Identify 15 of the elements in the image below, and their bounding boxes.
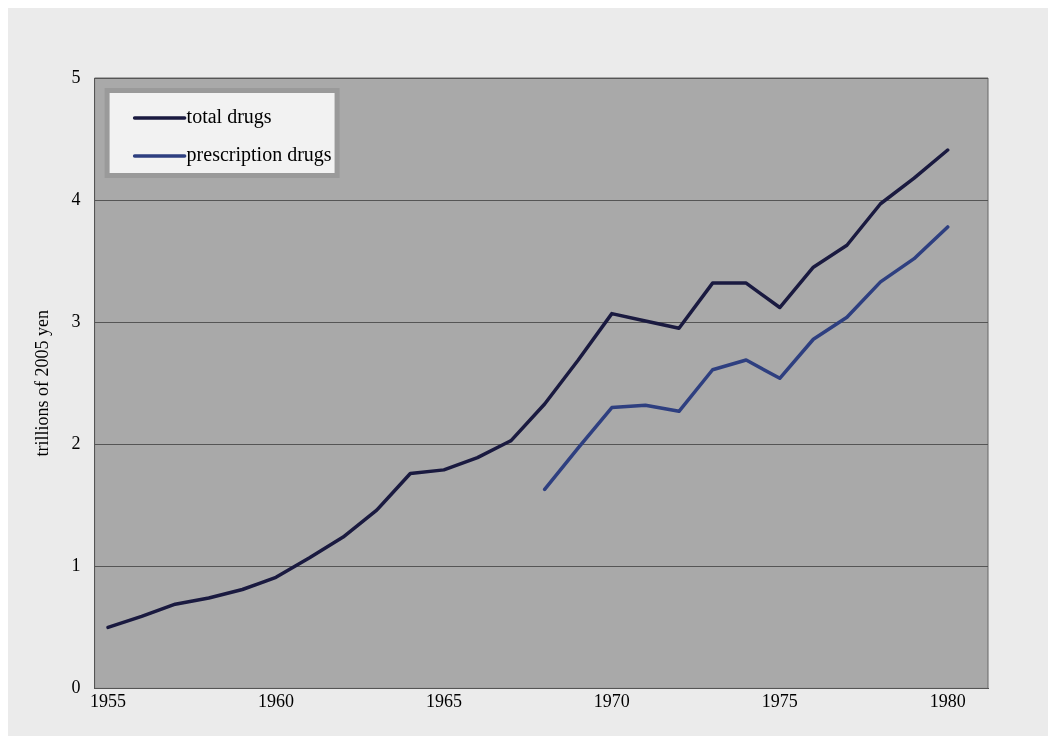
x-tick-label: 1965 xyxy=(425,690,462,711)
x-tick-label: 1980 xyxy=(929,690,966,711)
x-tick-label: 1975 xyxy=(761,690,798,711)
y-tick-label: 3 xyxy=(71,310,81,331)
x-tick-label: 1960 xyxy=(257,690,294,711)
y-tick-label: 4 xyxy=(71,188,81,209)
legend-label: total drugs xyxy=(186,105,272,129)
y-tick-label: 2 xyxy=(71,432,81,453)
x-tick-label: 1970 xyxy=(593,690,630,711)
y-tick-label: 1 xyxy=(71,555,81,576)
y-tick-label: 0 xyxy=(71,677,81,698)
legend-label: prescription drugs xyxy=(186,143,332,167)
x-tick-label: 1955 xyxy=(90,690,127,711)
y-axis-title: trillions of 2005 yen xyxy=(31,309,52,457)
y-tick-label: 5 xyxy=(71,66,81,87)
